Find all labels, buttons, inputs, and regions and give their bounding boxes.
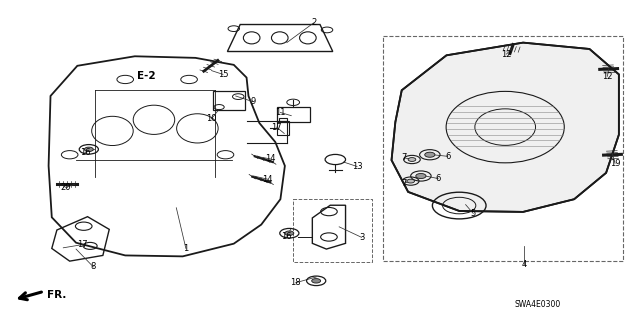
Text: 1: 1 (183, 244, 189, 253)
Bar (276, 107, 310, 122)
Text: 12: 12 (602, 72, 612, 81)
Text: 18: 18 (291, 278, 301, 287)
Text: 9: 9 (250, 97, 255, 106)
Circle shape (312, 278, 321, 283)
Text: 13: 13 (352, 162, 362, 171)
Text: 20: 20 (61, 183, 71, 192)
Text: 4: 4 (522, 260, 527, 269)
Circle shape (425, 152, 435, 157)
Text: 14: 14 (262, 175, 273, 184)
Circle shape (407, 179, 415, 183)
Text: 6: 6 (445, 152, 451, 161)
Text: 16: 16 (79, 148, 90, 157)
Circle shape (84, 147, 93, 152)
Text: SWA4E0300: SWA4E0300 (514, 300, 560, 308)
Polygon shape (392, 43, 619, 212)
Text: 6: 6 (435, 174, 441, 183)
Text: 8: 8 (91, 262, 96, 271)
Circle shape (408, 158, 416, 161)
Text: 2: 2 (311, 19, 316, 27)
Text: 10: 10 (206, 114, 217, 123)
Text: 14: 14 (265, 154, 275, 163)
Text: 11: 11 (275, 108, 285, 117)
Text: 19: 19 (610, 159, 620, 168)
Text: 12: 12 (501, 49, 512, 59)
Text: 16: 16 (282, 232, 292, 241)
Text: 15: 15 (218, 70, 228, 79)
Text: 7: 7 (402, 153, 407, 162)
Bar (279, 118, 287, 122)
Text: FR.: FR. (47, 290, 66, 300)
Text: 7: 7 (402, 179, 407, 188)
Text: 3: 3 (359, 233, 364, 242)
Text: 5: 5 (470, 209, 476, 218)
Text: 17: 17 (271, 122, 282, 132)
Bar (212, 91, 244, 110)
Text: 17: 17 (77, 240, 88, 249)
Circle shape (285, 231, 294, 235)
Text: E-2: E-2 (137, 71, 156, 81)
Bar (276, 122, 289, 135)
Circle shape (416, 174, 426, 179)
